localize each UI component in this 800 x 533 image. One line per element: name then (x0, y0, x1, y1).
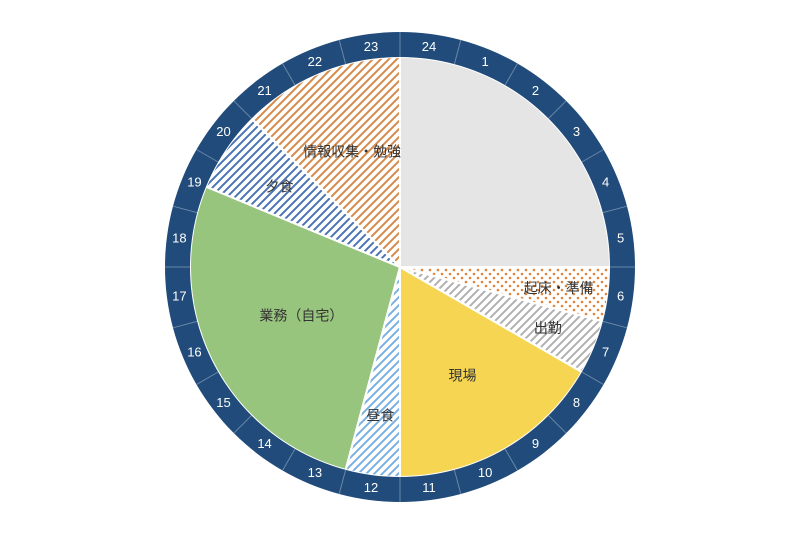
hour-tick-label: 7 (602, 345, 609, 360)
hour-tick-label: 8 (573, 395, 580, 410)
hour-tick-label: 22 (308, 54, 322, 69)
hour-tick-label: 23 (364, 39, 378, 54)
hour-tick-label: 6 (617, 289, 624, 304)
hour-tick-label: 17 (172, 289, 186, 304)
slice-label: 出勤 (534, 320, 562, 336)
hour-tick-label: 4 (602, 174, 609, 189)
hour-tick-label: 11 (422, 480, 436, 495)
slice-label: 業務（自宅） (259, 308, 343, 324)
daily-schedule-pie-chart: 241234567891011121314151617181920212223起… (0, 0, 800, 533)
slice-label: 夕食 (265, 178, 293, 194)
hour-tick-label: 12 (364, 480, 378, 495)
hour-tick-label: 10 (478, 465, 492, 480)
hour-tick-label: 14 (257, 436, 271, 451)
hour-tick-label: 3 (573, 124, 580, 139)
hour-tick-label: 13 (308, 465, 322, 480)
slice (400, 57, 610, 267)
slice-label: 昼食 (366, 408, 394, 424)
slice-label: 起床・準備 (524, 280, 594, 296)
hour-tick-label: 20 (216, 124, 230, 139)
hour-tick-label: 1 (482, 54, 489, 69)
hour-tick-label: 15 (216, 395, 230, 410)
hour-tick-label: 18 (172, 230, 186, 245)
hour-tick-label: 2 (532, 83, 539, 98)
hour-tick-label: 9 (532, 436, 539, 451)
slice-label: 現場 (449, 367, 477, 383)
slice-label: 情報収集・勉強 (303, 144, 401, 160)
hour-tick-label: 16 (187, 345, 201, 360)
hour-tick-label: 5 (617, 230, 624, 245)
hour-tick-label: 21 (257, 83, 271, 98)
hour-tick-label: 24 (422, 39, 436, 54)
hour-tick-label: 19 (187, 174, 201, 189)
